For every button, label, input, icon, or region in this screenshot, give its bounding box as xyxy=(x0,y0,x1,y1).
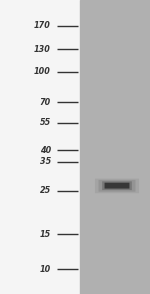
Bar xyxy=(80,0,150,294)
Text: 55: 55 xyxy=(40,118,51,127)
Text: 100: 100 xyxy=(34,67,51,76)
Text: 130: 130 xyxy=(34,44,51,54)
Text: 70: 70 xyxy=(40,98,51,107)
Text: 15: 15 xyxy=(40,230,51,239)
FancyBboxPatch shape xyxy=(99,180,135,192)
Text: 25: 25 xyxy=(40,186,51,195)
FancyBboxPatch shape xyxy=(95,178,139,193)
Bar xyxy=(0,0,80,294)
Text: 10: 10 xyxy=(40,265,51,274)
FancyBboxPatch shape xyxy=(102,181,132,190)
Text: 40: 40 xyxy=(40,146,51,155)
FancyBboxPatch shape xyxy=(105,183,129,188)
Text: 170: 170 xyxy=(34,21,51,31)
Text: 35: 35 xyxy=(40,157,51,166)
